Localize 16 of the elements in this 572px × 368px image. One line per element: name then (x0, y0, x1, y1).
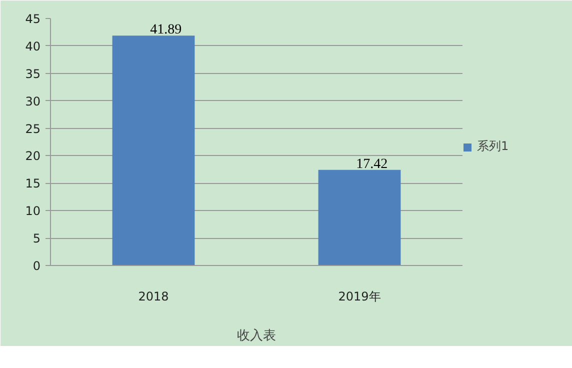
y-tick-label: 25 (25, 122, 41, 136)
x-tick-label: 2019年 (338, 290, 381, 304)
x-tick-label: 2018 (138, 290, 169, 304)
y-tick-label: 20 (25, 149, 41, 164)
y-tick-label: 30 (25, 94, 41, 108)
y-tick-label: 15 (25, 176, 41, 191)
data-label: 41.89 (150, 22, 182, 38)
data-label: 17.42 (356, 156, 388, 172)
x-axis-title: 收入表 (237, 328, 276, 344)
legend-label: 系列1 (477, 138, 509, 155)
y-tick-label: 10 (25, 204, 41, 218)
y-tick-label: 40 (25, 39, 41, 54)
y-tick-label: 5 (32, 232, 41, 246)
y-tick-label: 0 (32, 259, 41, 273)
y-tick-label: 35 (25, 66, 41, 81)
y-tick-label: 45 (25, 12, 41, 26)
